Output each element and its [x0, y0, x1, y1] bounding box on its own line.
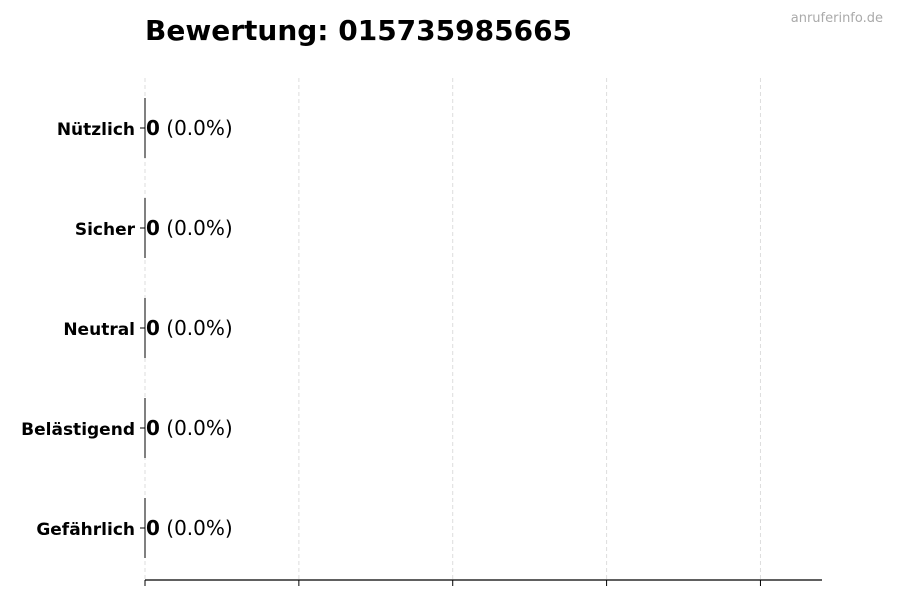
data-label: 0 (0.0%)	[146, 116, 233, 140]
data-label-percent: (0.0%)	[160, 416, 233, 440]
data-label: 0 (0.0%)	[146, 316, 233, 340]
y-tick-label: Belästigend	[21, 420, 135, 440]
y-tick-label: Neutral	[63, 320, 135, 340]
data-label-count: 0	[146, 416, 160, 440]
data-label-count: 0	[146, 516, 160, 540]
y-tick-label: Nützlich	[57, 120, 135, 140]
data-label: 0 (0.0%)	[146, 416, 233, 440]
watermark: anruferinfo.de	[791, 11, 883, 26]
data-label: 0 (0.0%)	[146, 216, 233, 240]
chart-title: Bewertung: 015735985665	[145, 14, 572, 47]
y-tick-label: Gefährlich	[36, 520, 135, 540]
data-label-count: 0	[146, 216, 160, 240]
data-label-count: 0	[146, 316, 160, 340]
data-label-percent: (0.0%)	[160, 116, 233, 140]
data-label-percent: (0.0%)	[160, 316, 233, 340]
data-label-percent: (0.0%)	[160, 516, 233, 540]
data-label-count: 0	[146, 116, 160, 140]
data-label-percent: (0.0%)	[160, 216, 233, 240]
data-label: 0 (0.0%)	[146, 516, 233, 540]
y-tick-label: Sicher	[75, 220, 136, 240]
